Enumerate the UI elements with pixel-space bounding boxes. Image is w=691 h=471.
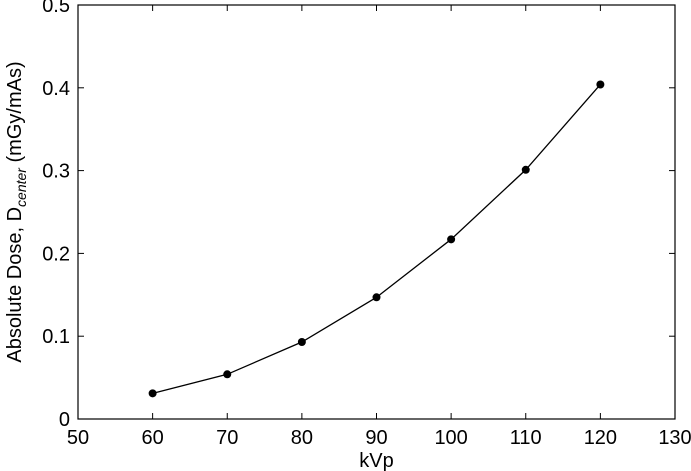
data-point	[372, 293, 381, 302]
x-tick-label: 130	[658, 427, 691, 449]
x-tick-label: 120	[584, 427, 617, 449]
data-point	[447, 235, 456, 244]
x-tick-label: 100	[434, 427, 467, 449]
x-tick-label: 80	[291, 427, 313, 449]
y-tick-label: 0.1	[42, 326, 70, 348]
series-line	[152, 84, 601, 394]
x-tick-label: 50	[67, 427, 89, 449]
x-tick-label: 90	[365, 427, 387, 449]
y-axis-label: Absolute Dose, Dcenter (mGy/mAs)	[4, 61, 29, 362]
data-point	[223, 370, 232, 379]
x-tick-label: 110	[510, 427, 542, 449]
data-point	[596, 80, 605, 89]
y-axis-label-subscript: center	[13, 167, 29, 207]
y-tick-label: 0.4	[42, 78, 70, 100]
data-point	[521, 165, 530, 174]
x-tick-label: 60	[142, 427, 164, 449]
y-tick-label: 0	[59, 409, 70, 431]
tick-labels: 50 60 70 80 90 100 110 120 130 0 0.1 0.2 0.3 0.4 0.5	[42, 0, 691, 449]
x-tick-label: 70	[216, 427, 238, 449]
y-tick-label: 0.5	[42, 0, 70, 17]
y-axis-label-suffix: (mGy/mAs)	[4, 61, 26, 168]
data-point	[148, 389, 157, 398]
y-tick-label: 0.2	[42, 243, 70, 265]
y-tick-label: 0.3	[42, 161, 70, 183]
y-axis-label-prefix: Absolute Dose, D	[4, 207, 26, 363]
plot-frame	[77, 4, 676, 420]
series-group	[148, 80, 605, 398]
data-point	[297, 337, 306, 346]
x-axis-label: kVp	[359, 450, 393, 471]
ticks	[77, 4, 676, 420]
